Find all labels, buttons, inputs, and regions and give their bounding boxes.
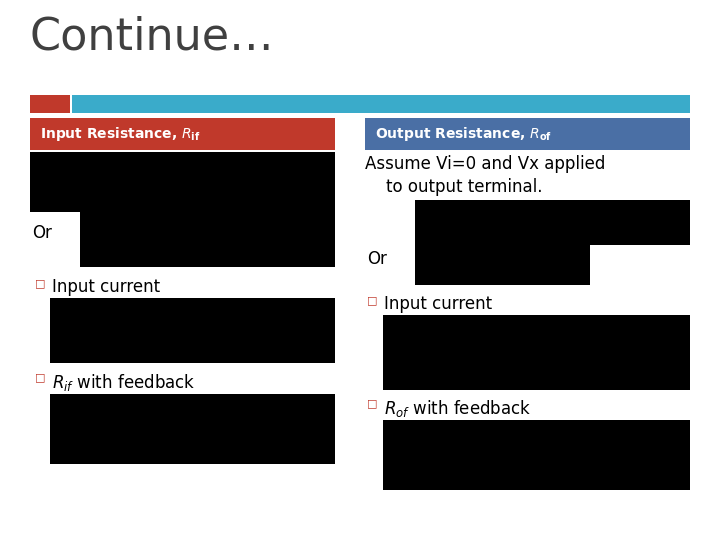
Bar: [72, 95, 690, 113]
Bar: [383, 315, 690, 390]
Bar: [383, 420, 690, 490]
Text: Or: Or: [32, 224, 52, 242]
Text: $\mathit{R}_{if}$ with feedback: $\mathit{R}_{if}$ with feedback: [52, 372, 196, 393]
Text: Input Resistance, $\mathbf{\mathit{R}_{if}}$: Input Resistance, $\mathbf{\mathit{R}_{i…: [40, 125, 201, 143]
Text: Continue…: Continue…: [30, 15, 274, 58]
Text: Assume Vi=0 and Vx applied: Assume Vi=0 and Vx applied: [365, 155, 606, 173]
Text: □: □: [367, 295, 377, 305]
Bar: [50, 298, 335, 363]
Bar: [415, 245, 590, 285]
Bar: [30, 95, 70, 113]
Text: Input current: Input current: [384, 295, 492, 313]
Bar: [30, 152, 335, 212]
Bar: [30, 118, 335, 150]
Text: □: □: [367, 398, 377, 408]
Text: □: □: [35, 278, 45, 288]
Text: Output Resistance, $\mathbf{\mathit{R}_{of}}$: Output Resistance, $\mathbf{\mathit{R}_{…: [375, 125, 552, 143]
Text: $\mathit{R}_{of}$ with feedback: $\mathit{R}_{of}$ with feedback: [384, 398, 531, 419]
Text: to output terminal.: to output terminal.: [365, 178, 542, 196]
Bar: [80, 212, 335, 267]
Bar: [415, 200, 690, 245]
Bar: [50, 394, 335, 464]
Bar: [365, 118, 690, 150]
Text: Input current: Input current: [52, 278, 160, 296]
Text: □: □: [35, 372, 45, 382]
Text: Or: Or: [367, 250, 387, 268]
